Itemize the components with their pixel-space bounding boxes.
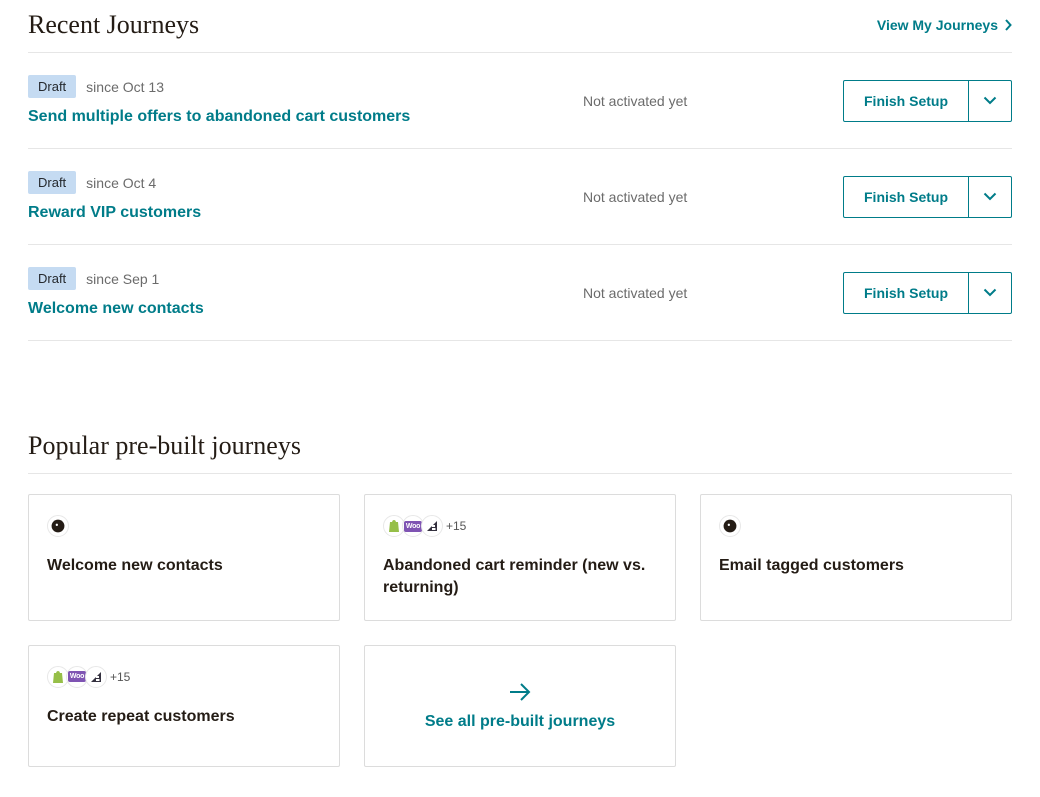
journey-title-link[interactable]: Reward VIP customers	[28, 204, 201, 221]
journey-title-link[interactable]: Send multiple offers to abandoned cart c…	[28, 108, 410, 125]
mailchimp-icon	[719, 515, 741, 537]
finish-setup-button[interactable]: Finish Setup	[843, 176, 969, 218]
since-text: since Oct 4	[86, 175, 156, 191]
journey-row: Draft since Sep 1 Welcome new contacts N…	[28, 245, 1012, 341]
status-badge: Draft	[28, 75, 76, 98]
extra-count: +15	[446, 519, 466, 533]
journey-list: Draft since Oct 13 Send multiple offers …	[28, 53, 1012, 341]
since-text: since Oct 13	[86, 79, 164, 95]
chevron-down-icon	[983, 288, 997, 297]
journey-status: Not activated yet	[583, 93, 843, 109]
view-my-journeys-label: View My Journeys	[877, 17, 998, 33]
journey-actions: Finish Setup	[843, 80, 1012, 122]
card-icons	[47, 515, 321, 537]
journey-row: Draft since Oct 13 Send multiple offers …	[28, 53, 1012, 149]
journey-meta: Draft since Sep 1	[28, 267, 583, 290]
recent-title: Recent Journeys	[28, 10, 199, 40]
journey-card-tagged[interactable]: Email tagged customers	[700, 494, 1012, 621]
finish-setup-button[interactable]: Finish Setup	[843, 80, 969, 122]
card-icons: Woo +15	[47, 666, 321, 688]
card-title: Welcome new contacts	[47, 555, 321, 577]
card-icons	[719, 515, 993, 537]
bigcommerce-icon	[85, 666, 107, 688]
journey-meta: Draft since Oct 13	[28, 75, 583, 98]
actions-dropdown-button[interactable]	[969, 272, 1012, 314]
chevron-down-icon	[983, 96, 997, 105]
finish-setup-button[interactable]: Finish Setup	[843, 272, 969, 314]
actions-dropdown-button[interactable]	[969, 176, 1012, 218]
see-all-card[interactable]: See all pre-built journeys	[364, 645, 676, 767]
chevron-down-icon	[983, 192, 997, 201]
journey-info: Draft since Oct 13 Send multiple offers …	[28, 75, 583, 126]
card-title: Email tagged customers	[719, 555, 993, 577]
journey-status: Not activated yet	[583, 189, 843, 205]
journey-title-link[interactable]: Welcome new contacts	[28, 300, 204, 317]
journey-meta: Draft since Oct 4	[28, 171, 583, 194]
since-text: since Sep 1	[86, 271, 159, 287]
journey-status: Not activated yet	[583, 285, 843, 301]
journey-row: Draft since Oct 4 Reward VIP customers N…	[28, 149, 1012, 245]
view-my-journeys-link[interactable]: View My Journeys	[877, 17, 1012, 33]
status-badge: Draft	[28, 171, 76, 194]
card-icons: Woo +15	[383, 515, 657, 537]
journey-card-welcome[interactable]: Welcome new contacts	[28, 494, 340, 621]
arrow-right-icon	[508, 681, 532, 703]
journey-card-abandoned[interactable]: Woo +15 Abandoned cart reminder (new vs.…	[364, 494, 676, 621]
card-title: Create repeat customers	[47, 706, 321, 728]
extra-count: +15	[110, 670, 130, 684]
card-title: Abandoned cart reminder (new vs. returni…	[383, 555, 657, 600]
popular-header: Popular pre-built journeys	[28, 431, 1012, 474]
popular-section: Popular pre-built journeys Welcome new c…	[28, 431, 1012, 767]
journey-info: Draft since Oct 4 Reward VIP customers	[28, 171, 583, 222]
recent-header: Recent Journeys View My Journeys	[28, 10, 1012, 53]
bigcommerce-icon	[421, 515, 443, 537]
journey-card-repeat[interactable]: Woo +15 Create repeat customers	[28, 645, 340, 767]
chevron-right-icon	[1004, 19, 1012, 31]
popular-cards-grid: Welcome new contacts Woo +15 Abandoned c…	[28, 494, 1012, 767]
recent-section: Recent Journeys View My Journeys Draft s…	[28, 10, 1012, 341]
mailchimp-icon	[47, 515, 69, 537]
status-badge: Draft	[28, 267, 76, 290]
journey-actions: Finish Setup	[843, 272, 1012, 314]
see-all-label: See all pre-built journeys	[425, 713, 615, 731]
popular-title: Popular pre-built journeys	[28, 431, 301, 461]
actions-dropdown-button[interactable]	[969, 80, 1012, 122]
journey-actions: Finish Setup	[843, 176, 1012, 218]
journey-info: Draft since Sep 1 Welcome new contacts	[28, 267, 583, 318]
